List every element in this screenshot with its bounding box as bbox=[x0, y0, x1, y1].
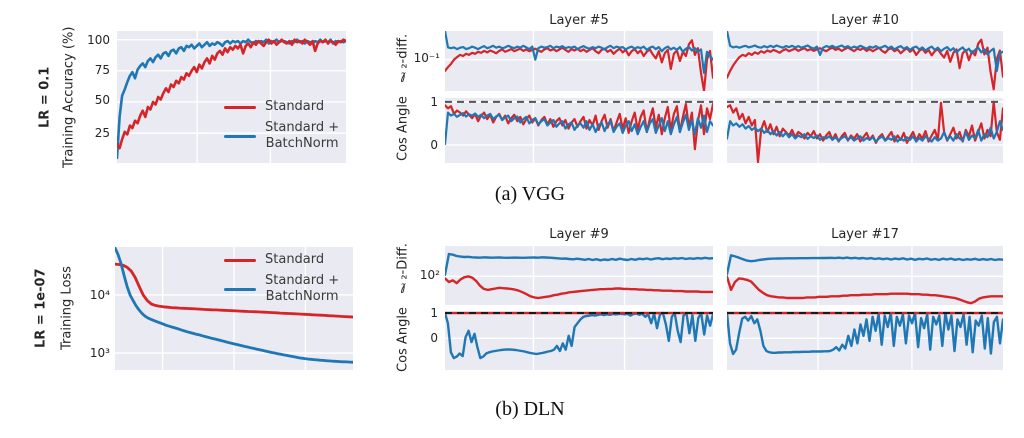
cos-angle-chart-layer10 bbox=[727, 98, 1003, 163]
panel-title-layer17: Layer #17 bbox=[831, 227, 899, 242]
panel-title-layer9: Layer #9 bbox=[549, 227, 609, 242]
row-label-lr-b: LR = 1e-07 bbox=[33, 268, 49, 349]
legend-vgg: Standard Standard + BatchNorm bbox=[224, 99, 339, 152]
row-label-lr-a: LR = 0.1 bbox=[37, 66, 53, 128]
l2-diff-chart-layer5 bbox=[445, 31, 713, 91]
y-tick: 10⁻¹ bbox=[413, 51, 440, 65]
cos-angle-chart-layer9 bbox=[445, 311, 713, 370]
y-tick: 100 bbox=[87, 33, 110, 47]
l2-diff-chart-layer9 bbox=[445, 246, 713, 305]
panel-title-layer5: Layer #5 bbox=[549, 13, 609, 28]
y-axis-label-cos-angle-l2diff-b: Cos Angle ℓ₂-Diff. bbox=[395, 243, 411, 373]
y-tick: 75 bbox=[94, 63, 110, 77]
caption-dln: (b) DLN bbox=[495, 398, 565, 420]
legend-label: Standard bbox=[265, 99, 325, 114]
legend-item-batchnorm: Standard + BatchNorm bbox=[224, 120, 339, 152]
cos-angle-chart-layer5 bbox=[445, 98, 713, 163]
legend-swatch-standard bbox=[224, 105, 256, 109]
y-tick: 10² bbox=[419, 268, 440, 282]
legend-swatch-batchnorm bbox=[224, 134, 256, 138]
legend-item-batchnorm: Standard + BatchNorm bbox=[224, 273, 339, 305]
cos-angle-chart-layer17 bbox=[727, 311, 1003, 370]
legend-label: Standard + BatchNorm bbox=[265, 273, 340, 304]
y-tick: 10³ bbox=[89, 346, 110, 360]
y-tick: 0 bbox=[430, 138, 438, 152]
l2-diff-chart-layer10 bbox=[727, 31, 1003, 91]
legend-item-standard: Standard bbox=[224, 252, 339, 268]
caption-vgg: (a) VGG bbox=[494, 183, 566, 205]
y-tick: 1 bbox=[430, 306, 438, 320]
legend-dln: Standard Standard + BatchNorm bbox=[224, 252, 339, 305]
training-accuracy-chart bbox=[117, 31, 346, 163]
legend-swatch-standard bbox=[224, 258, 256, 262]
legend-item-standard: Standard bbox=[224, 99, 339, 115]
y-tick: 0 bbox=[430, 331, 438, 345]
l2-diff-chart-layer17 bbox=[727, 246, 1003, 305]
legend-label: Standard bbox=[265, 252, 325, 267]
y-axis-label-training-accuracy: Training Accuracy (%) bbox=[61, 26, 77, 168]
y-tick: 50 bbox=[94, 93, 110, 107]
y-tick: 1 bbox=[430, 95, 438, 109]
panel-title-layer10: Layer #10 bbox=[831, 13, 899, 28]
y-axis-label-training-loss: Training Loss bbox=[59, 266, 75, 351]
y-tick: 25 bbox=[94, 126, 110, 140]
y-tick: 10⁴ bbox=[89, 288, 110, 302]
legend-label: Standard + BatchNorm bbox=[265, 120, 340, 151]
training-loss-chart bbox=[115, 247, 353, 370]
legend-swatch-batchnorm bbox=[224, 287, 256, 291]
